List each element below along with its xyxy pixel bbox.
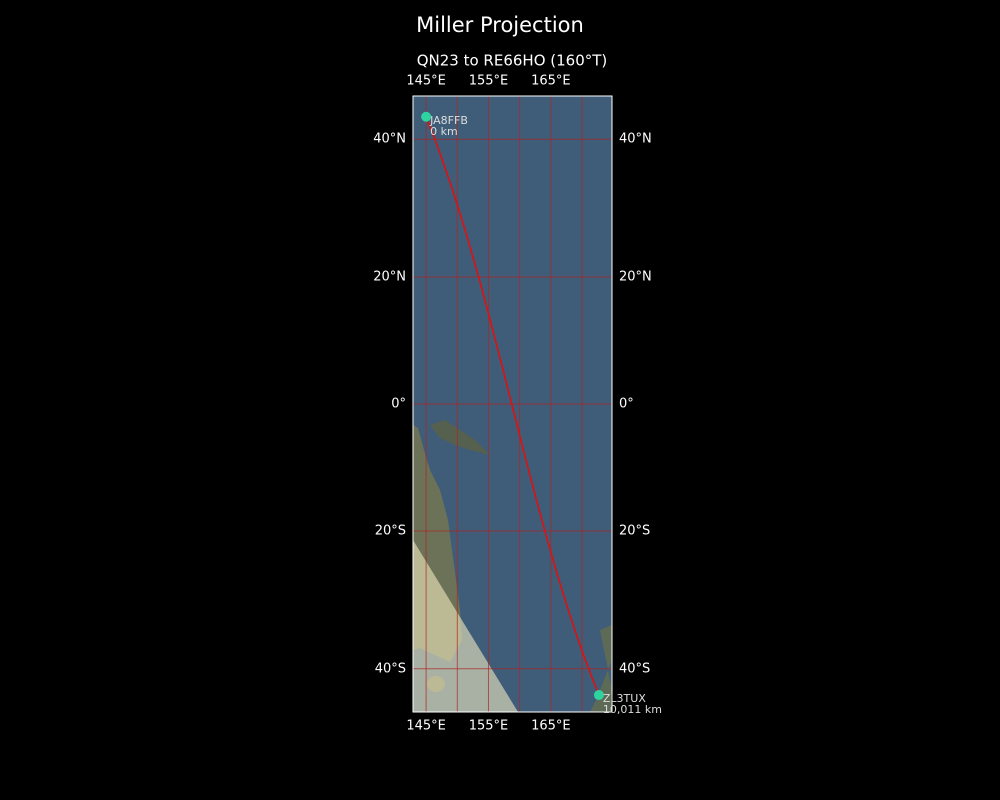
station-distance: 10,011 km bbox=[603, 703, 662, 716]
station-call: JA8FFB bbox=[429, 114, 468, 127]
lat-label-left: 40°N bbox=[373, 132, 406, 147]
new-zealand bbox=[590, 625, 612, 712]
lat-label-right: 40°S bbox=[619, 661, 650, 676]
lat-label-right: 40°N bbox=[619, 132, 652, 147]
lon-label-bottom: 145°E bbox=[406, 719, 446, 734]
station-marker bbox=[421, 111, 432, 122]
lat-label-right: 20°S bbox=[619, 523, 650, 538]
subtitle: QN23 to RE66HO (160°T) bbox=[417, 52, 608, 70]
great-circle-path bbox=[425, 116, 600, 696]
map-frame bbox=[412, 95, 613, 713]
station-call: ZL3TUX bbox=[603, 692, 646, 705]
lon-label-bottom: 165°E bbox=[531, 719, 571, 734]
map-area bbox=[413, 96, 612, 712]
lat-label-left: 40°S bbox=[375, 661, 406, 676]
lon-label-top: 145°E bbox=[406, 74, 446, 89]
lon-label-top: 155°E bbox=[469, 74, 509, 89]
lon-label-top: 165°E bbox=[531, 74, 571, 89]
lat-label-right: 0° bbox=[619, 397, 634, 412]
station-distance: 0 km bbox=[430, 125, 458, 138]
new-guinea bbox=[430, 420, 490, 455]
lat-label-right: 20°N bbox=[619, 270, 652, 285]
title: Miller Projection bbox=[416, 13, 584, 37]
station-marker bbox=[593, 690, 604, 701]
lat-label-left: 20°N bbox=[373, 270, 406, 285]
lat-label-left: 0° bbox=[391, 397, 406, 412]
lon-label-bottom: 155°E bbox=[469, 719, 509, 734]
lat-label-left: 20°S bbox=[375, 523, 406, 538]
